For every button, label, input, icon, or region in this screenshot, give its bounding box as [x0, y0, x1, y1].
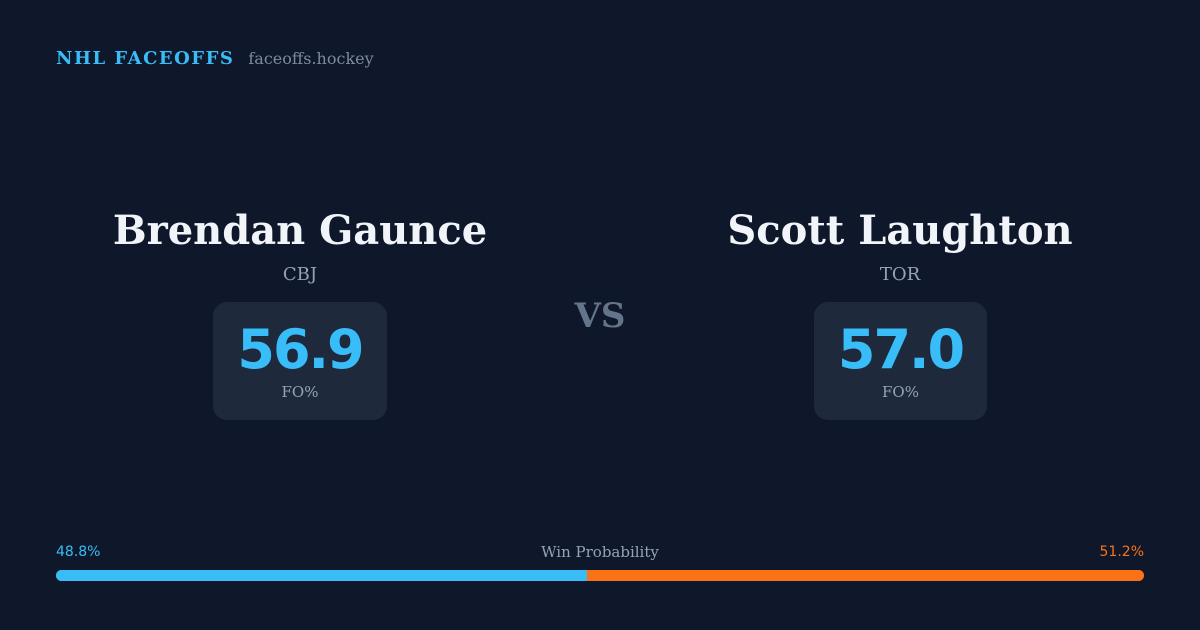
win-probability-bar — [56, 570, 1144, 581]
win-probability-title: Win Probability — [541, 543, 659, 561]
right-stat-card: 57.0 FO% — [814, 302, 987, 420]
right-stat-value: 57.0 — [837, 318, 965, 381]
left-stat-value: 56.9 — [237, 318, 364, 381]
brand-name: NHL FACEOFFS — [56, 48, 235, 69]
left-player-team: CBJ — [282, 264, 318, 285]
brand-domain: faceoffs.hockey — [248, 49, 374, 68]
left-stat-card: 56.9 FO% — [213, 302, 387, 420]
right-stat-label: FO% — [882, 383, 919, 401]
left-player-name: Brendan Gaunce — [112, 207, 488, 254]
vs-label: VS — [574, 296, 626, 336]
right-player-name: Scott Laughton — [727, 207, 1073, 254]
left-stat-label: FO% — [281, 383, 319, 401]
left-probability-fill — [56, 570, 587, 581]
right-probability-fill — [586, 570, 1144, 581]
brand-header: NHL FACEOFFS faceoffs.hockey — [56, 48, 374, 72]
left-player: Brendan Gaunce CBJ — [60, 205, 540, 289]
left-win-probability: 48.8% — [56, 544, 101, 560]
right-win-probability: 51.2% — [1099, 544, 1144, 560]
right-player: Scott Laughton TOR — [660, 205, 1140, 289]
right-player-team: TOR — [879, 264, 921, 285]
